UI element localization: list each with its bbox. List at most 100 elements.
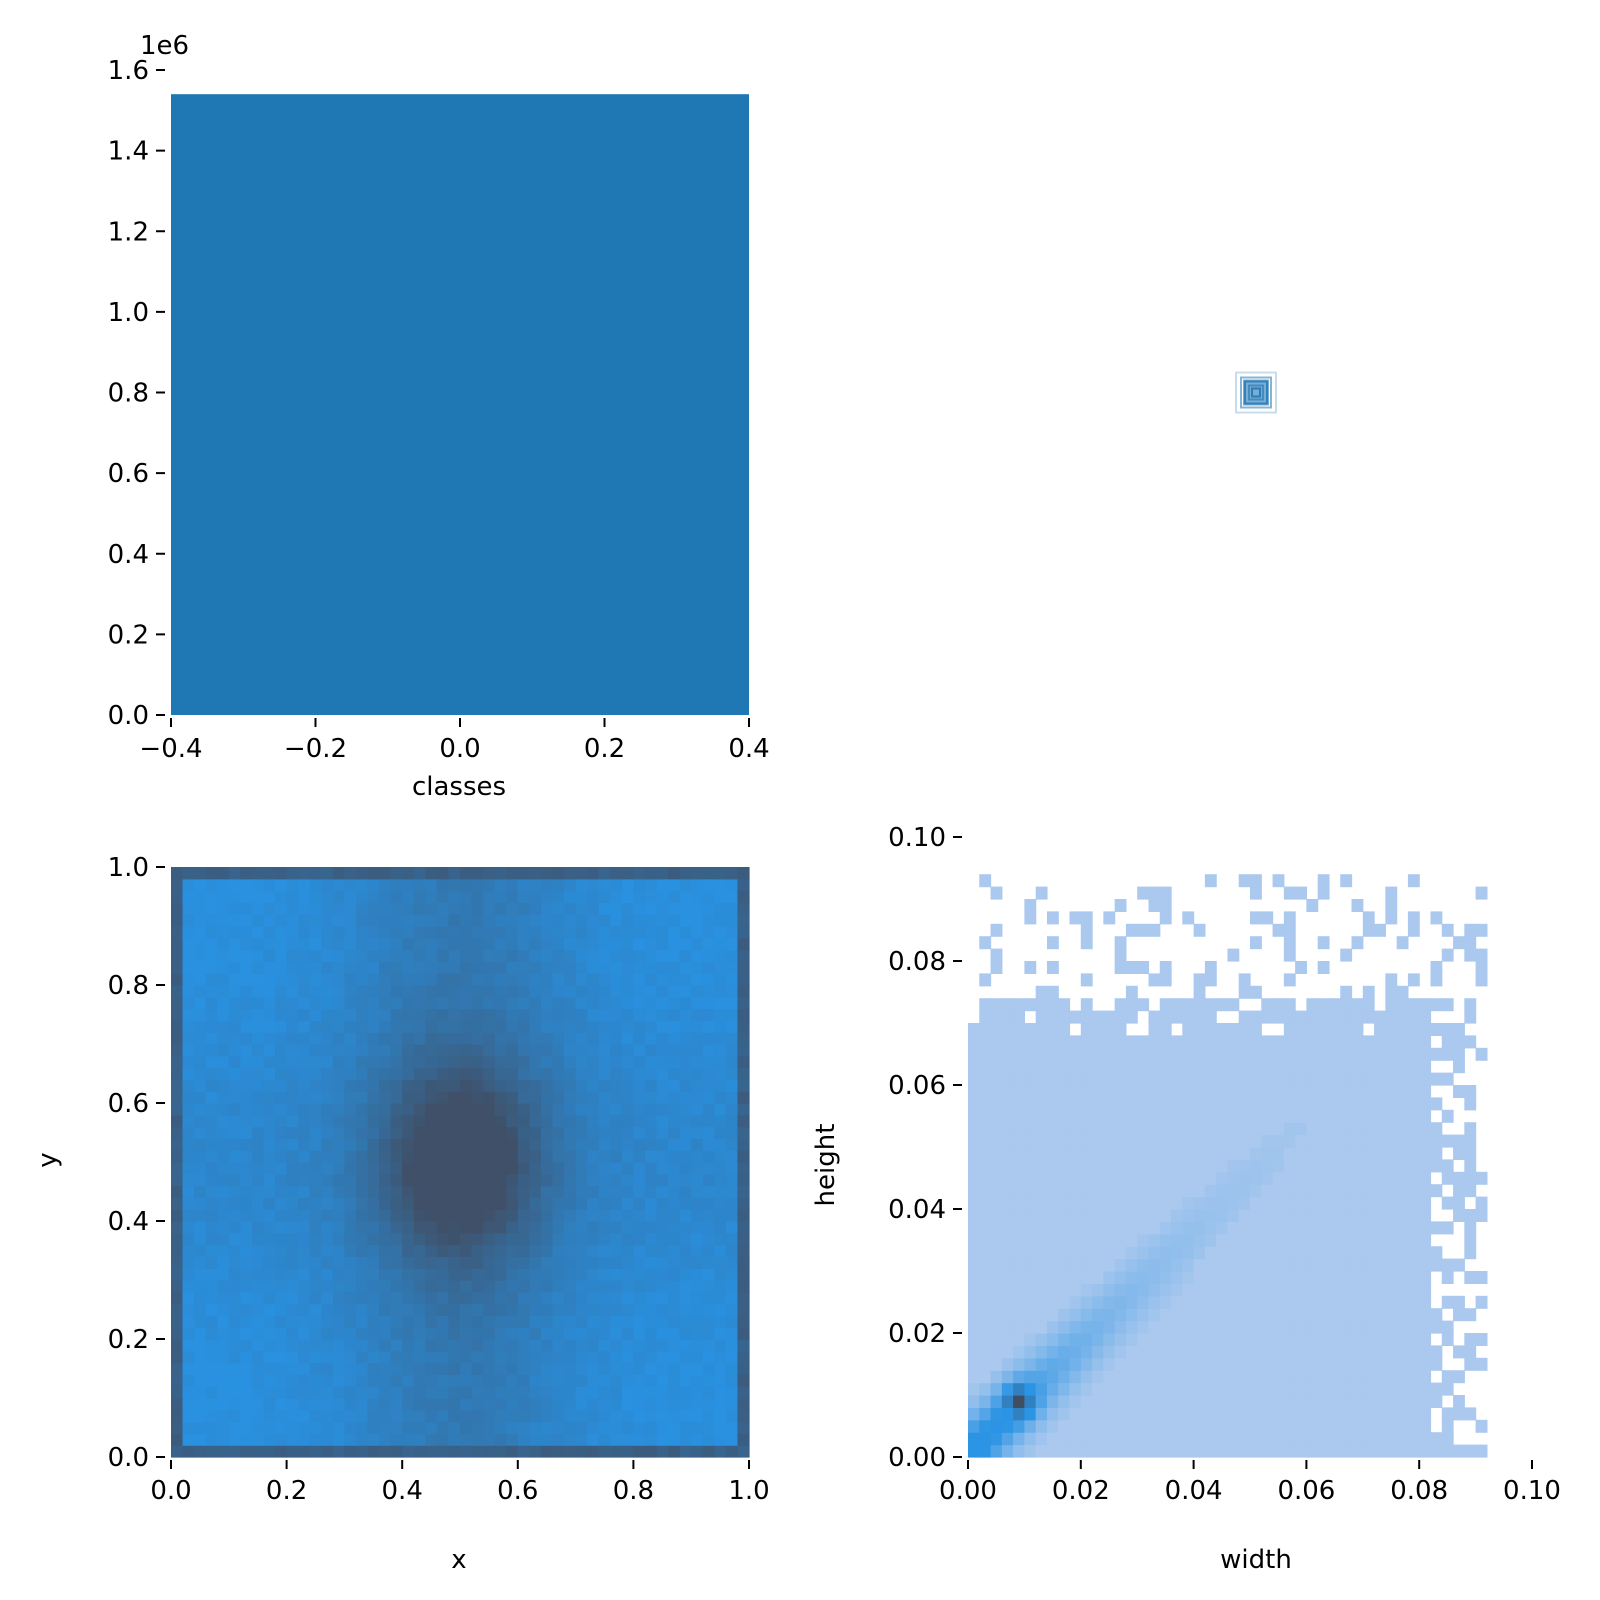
xy-cell (182, 1055, 195, 1069)
xy-cell (668, 1150, 681, 1163)
xy-cell (679, 996, 692, 1010)
xy-cell (460, 1350, 473, 1364)
xy-cell (714, 1067, 727, 1080)
wh-cell (968, 1221, 980, 1235)
xy-cell (483, 1150, 496, 1163)
xy-cell (610, 867, 623, 880)
wh-cell (1035, 1333, 1048, 1346)
xy-cell (228, 1350, 241, 1364)
xy-cell (240, 890, 253, 903)
xy-cell (737, 890, 750, 903)
xy-cell (517, 1409, 530, 1423)
wh-cell (1035, 985, 1048, 999)
xy-cell (529, 973, 542, 986)
wh-cell (1114, 1419, 1127, 1433)
xy-cell (171, 890, 184, 903)
xy-cell (275, 1256, 288, 1269)
wh-cell (1464, 1407, 1477, 1421)
wh-cell (1080, 1345, 1093, 1359)
wh-cell (1272, 1382, 1285, 1396)
wh-cell (1385, 1320, 1398, 1334)
wh-cell (1148, 1295, 1161, 1309)
xy-cell (575, 1350, 588, 1364)
xy-heatmap-panel: 0.0 0.2 0.4 0.6 0.8 1.00.00.20.40.60.81.0 x y (33, 853, 770, 1575)
xy-cell (194, 1362, 207, 1375)
wh-cell (979, 1233, 992, 1247)
wh-cell (1001, 1035, 1014, 1049)
wh-cell (1159, 1035, 1172, 1049)
xy-cell (552, 878, 565, 892)
wh-cell (1419, 1357, 1432, 1371)
wh-cell (1001, 1122, 1014, 1136)
xy-cell (460, 1291, 473, 1305)
xy-cell (344, 1162, 357, 1175)
xy-cell (737, 1114, 750, 1128)
xy-cell (644, 926, 658, 939)
xy-cell (529, 1280, 542, 1293)
xy-cell (228, 1398, 241, 1411)
wh-cell (1080, 1047, 1093, 1061)
wh-cell (1148, 1345, 1161, 1359)
xy-cell (171, 949, 184, 962)
xy-cell (263, 1327, 276, 1340)
wh-cell (1137, 1122, 1150, 1136)
xy-cell (309, 867, 322, 880)
xy-cell (506, 1315, 519, 1328)
wh-cell (1340, 1134, 1353, 1148)
xy-cell (633, 1362, 646, 1375)
xy-cell (171, 1291, 184, 1305)
xy-cell (540, 1221, 554, 1234)
wh-cell (979, 1184, 992, 1198)
wh-cell (1328, 1209, 1341, 1222)
wh-cell (1238, 1196, 1251, 1210)
wh-cell (1374, 1134, 1386, 1148)
xy-cell (552, 1138, 565, 1151)
wh-cell (1216, 1221, 1229, 1235)
xy-cell (702, 1362, 715, 1375)
wh-cell (1295, 1444, 1307, 1458)
wh-cell (1148, 1395, 1161, 1408)
xy-cell (321, 1362, 334, 1375)
xy-cell (494, 890, 507, 903)
xy-cell (656, 1067, 669, 1080)
wh-cell (1430, 1357, 1443, 1371)
xy-cell (564, 867, 577, 880)
xy-cell (217, 1138, 230, 1151)
xy-cell (379, 1008, 392, 1021)
xy-cell (471, 867, 484, 880)
xy-cell (529, 1173, 542, 1187)
wh-cell (1283, 1345, 1296, 1359)
wh-cell (1035, 1047, 1048, 1061)
wh-cell (1001, 1196, 1014, 1210)
wh-cell (1069, 1035, 1082, 1049)
xy-cell (436, 1209, 450, 1222)
wh-cell (968, 1097, 980, 1111)
xy-cell (286, 1044, 299, 1057)
wh-cell (1250, 1035, 1262, 1049)
xy-cell (702, 1339, 715, 1352)
xy-cell (714, 996, 727, 1010)
xy-cell (286, 1433, 299, 1446)
wh-cell (1193, 1196, 1206, 1210)
xy-cell (529, 1339, 542, 1352)
xy-cell (598, 1185, 611, 1198)
wh-cell (1340, 1320, 1353, 1334)
xy-cell (436, 1256, 450, 1269)
xy-cell (263, 1291, 276, 1305)
wh-cell (1306, 1407, 1319, 1421)
xy-cell (494, 1126, 507, 1139)
wh-cell (1013, 1233, 1025, 1247)
xy-cell (668, 1256, 681, 1269)
wh-cell (1114, 1395, 1127, 1408)
xy-cell (251, 1256, 265, 1269)
xy-cell (517, 1173, 530, 1187)
xy-cell (644, 1067, 658, 1080)
wh-cell (1306, 1432, 1319, 1446)
wh-cell (1159, 1072, 1172, 1086)
wh-cell (1317, 1134, 1330, 1148)
xy-cell (656, 1055, 669, 1069)
xy-cell (379, 1055, 392, 1069)
wh-cell (1024, 1097, 1037, 1111)
wh-cell (1137, 1072, 1150, 1086)
xy-cell (436, 867, 450, 880)
